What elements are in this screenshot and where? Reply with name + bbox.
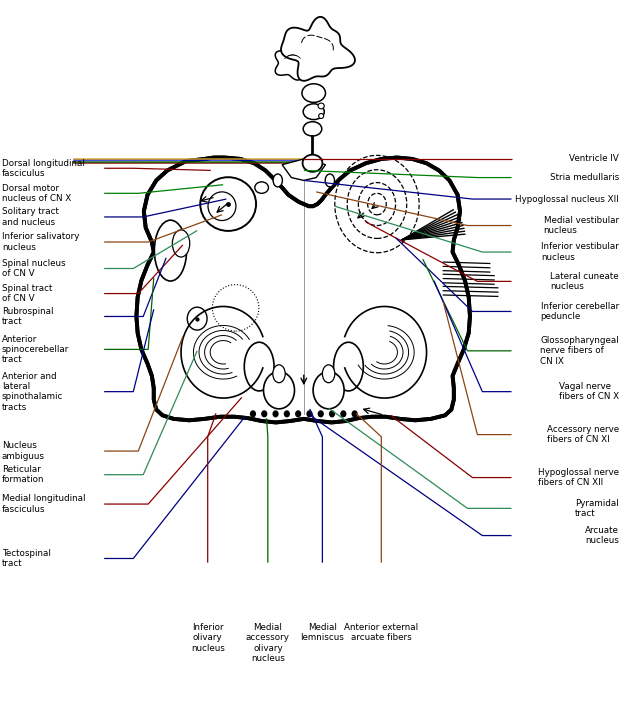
Text: Arcuate
nucleus: Arcuate nucleus bbox=[585, 526, 619, 546]
Ellipse shape bbox=[244, 342, 274, 391]
Circle shape bbox=[340, 410, 347, 417]
Text: Nucleus
ambiguus: Nucleus ambiguus bbox=[2, 441, 45, 461]
Text: Pyramidal
tract: Pyramidal tract bbox=[575, 498, 619, 518]
Ellipse shape bbox=[313, 372, 344, 409]
Text: Vagal nerve
fibers of CN X: Vagal nerve fibers of CN X bbox=[559, 382, 619, 402]
Text: Spinal tract
of CN V: Spinal tract of CN V bbox=[2, 284, 52, 304]
Ellipse shape bbox=[273, 174, 282, 187]
Text: Anterior
spinocerebellar
tract: Anterior spinocerebellar tract bbox=[2, 334, 69, 364]
Circle shape bbox=[187, 307, 207, 330]
Polygon shape bbox=[281, 17, 355, 81]
Circle shape bbox=[272, 410, 278, 417]
Circle shape bbox=[295, 410, 301, 417]
Text: Anterior external
arcuate fibers: Anterior external arcuate fibers bbox=[344, 623, 418, 642]
Text: Rubrospinal
tract: Rubrospinal tract bbox=[2, 306, 53, 326]
Text: Lateral cuneate
nucleus: Lateral cuneate nucleus bbox=[550, 271, 619, 291]
Circle shape bbox=[329, 410, 335, 417]
Ellipse shape bbox=[318, 103, 324, 109]
Text: Dorsal longitudinal
fasciculus: Dorsal longitudinal fasciculus bbox=[2, 158, 85, 178]
Text: Hypoglossal nucleus XII: Hypoglossal nucleus XII bbox=[515, 195, 619, 203]
Circle shape bbox=[352, 410, 358, 417]
Text: Medial vestibular
nucleus: Medial vestibular nucleus bbox=[544, 216, 619, 236]
Ellipse shape bbox=[255, 182, 268, 193]
Ellipse shape bbox=[303, 104, 324, 120]
Circle shape bbox=[284, 410, 290, 417]
Ellipse shape bbox=[334, 342, 363, 391]
Text: Inferior vestibular
nucleus: Inferior vestibular nucleus bbox=[541, 242, 619, 262]
Ellipse shape bbox=[302, 84, 326, 102]
Ellipse shape bbox=[212, 285, 259, 332]
Ellipse shape bbox=[319, 113, 324, 118]
Text: Solitary tract
and nucleus: Solitary tract and nucleus bbox=[2, 207, 59, 227]
Text: Stria medullaris: Stria medullaris bbox=[549, 173, 619, 182]
Text: Medial
accessory
olivary
nucleus: Medial accessory olivary nucleus bbox=[246, 623, 290, 663]
Polygon shape bbox=[275, 46, 313, 80]
Text: Ventricle IV: Ventricle IV bbox=[569, 155, 619, 163]
Ellipse shape bbox=[172, 230, 190, 257]
Ellipse shape bbox=[303, 155, 322, 172]
Circle shape bbox=[306, 410, 312, 417]
Text: Inferior salivatory
nucleus: Inferior salivatory nucleus bbox=[2, 232, 79, 252]
Text: Medial
lemniscus: Medial lemniscus bbox=[301, 623, 344, 642]
Text: Tectospinal
tract: Tectospinal tract bbox=[2, 548, 51, 569]
Circle shape bbox=[250, 410, 256, 417]
Text: Accessory nerve
fibers of CN XI: Accessory nerve fibers of CN XI bbox=[547, 425, 619, 445]
Text: Anterior and
lateral
spinothalamic
tracts: Anterior and lateral spinothalamic tract… bbox=[2, 372, 63, 412]
Text: Dorsal motor
nucleus of CN X: Dorsal motor nucleus of CN X bbox=[2, 183, 71, 203]
Text: Inferior cerebellar
peduncle: Inferior cerebellar peduncle bbox=[541, 301, 619, 321]
Text: Spinal nucleus
of CN V: Spinal nucleus of CN V bbox=[2, 258, 66, 279]
Ellipse shape bbox=[303, 122, 322, 136]
Polygon shape bbox=[282, 159, 326, 180]
Text: Glossopharyngeal
nerve fibers of
CN IX: Glossopharyngeal nerve fibers of CN IX bbox=[540, 336, 619, 366]
Circle shape bbox=[317, 410, 324, 417]
Text: Reticular
formation: Reticular formation bbox=[2, 465, 45, 485]
Ellipse shape bbox=[264, 372, 294, 409]
Text: Medial longitudinal
fasciculus: Medial longitudinal fasciculus bbox=[2, 494, 86, 514]
Circle shape bbox=[261, 410, 267, 417]
Text: Inferior
olivary
nucleus: Inferior olivary nucleus bbox=[191, 623, 224, 653]
Ellipse shape bbox=[322, 365, 335, 382]
Ellipse shape bbox=[273, 365, 285, 382]
Ellipse shape bbox=[208, 192, 236, 221]
Ellipse shape bbox=[154, 220, 187, 281]
Polygon shape bbox=[136, 158, 470, 422]
Ellipse shape bbox=[200, 178, 256, 231]
Text: Hypoglossal nerve
fibers of CN XII: Hypoglossal nerve fibers of CN XII bbox=[538, 468, 619, 488]
Ellipse shape bbox=[326, 174, 335, 187]
